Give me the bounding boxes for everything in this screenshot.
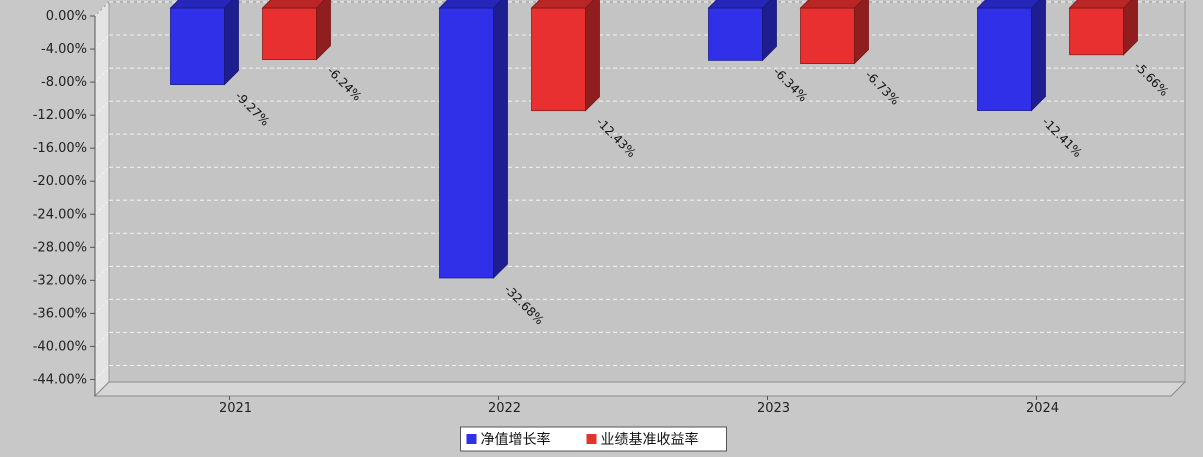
y-axis: 0.00% -4.00% -8.00% -12.00% -16.00% -20.00% -2… [33,9,96,396]
y-tick-label: -16.00% [33,141,87,156]
x-tick-label: 2023 [757,401,790,416]
legend: 净值增长率 业绩基准收益率 [460,426,727,452]
y-tick-label: -8.00% [41,75,87,90]
bars [169,0,1138,279]
x-axis: 2021 2022 2023 2024 [219,396,1059,416]
gridline-side [94,34,110,50]
bar-2023-nav-growth [707,0,777,62]
bar-2024-benchmark [1068,0,1138,56]
y-tick-label: -20.00% [33,174,87,189]
gridline-side [94,332,110,347]
plot-side-wall [94,0,110,398]
gridline-side [94,199,110,215]
legend-swatch [466,434,477,444]
bar-2021-benchmark [261,0,331,61]
y-tick-label: -12.00% [33,108,87,123]
legend-item: 净值增长率 [466,431,551,448]
bar-2022-nav-growth [438,0,508,279]
x-tick-label: 2021 [219,401,252,416]
legend-swatch [586,434,597,444]
x-tick-label: 2022 [488,401,521,416]
legend-label: 净值增长率 [481,431,551,448]
y-tick-label: 0.00% [46,9,87,24]
gridline-side [94,1,110,17]
y-tick-label: -44.00% [33,372,87,387]
gridline-side [94,365,110,380]
bar-2021-nav-growth [169,0,239,86]
legend-label: 业绩基准收益率 [601,431,699,448]
plot-floor [93,381,1187,397]
gridline-side [94,232,110,248]
gridline-side [94,100,110,116]
gridline-side [94,265,110,281]
gridline-side [94,299,110,314]
y-tick-label: -40.00% [33,339,87,354]
gridline-side [94,67,110,83]
y-tick-label: -4.00% [41,42,87,57]
y-tick-label: -36.00% [33,306,87,321]
legend-item: 业绩基准收益率 [586,431,699,448]
bar-2023-benchmark [799,0,869,65]
y-tick-label: -28.00% [33,240,87,255]
y-tick-label: -32.00% [33,273,87,288]
x-tick-label: 2024 [1026,401,1059,416]
gridline-side [94,166,110,182]
gridline-side [94,133,110,149]
bar-2022-benchmark [530,0,600,112]
y-tick-label: -24.00% [33,207,87,222]
bar-2024-nav-growth [976,0,1046,112]
